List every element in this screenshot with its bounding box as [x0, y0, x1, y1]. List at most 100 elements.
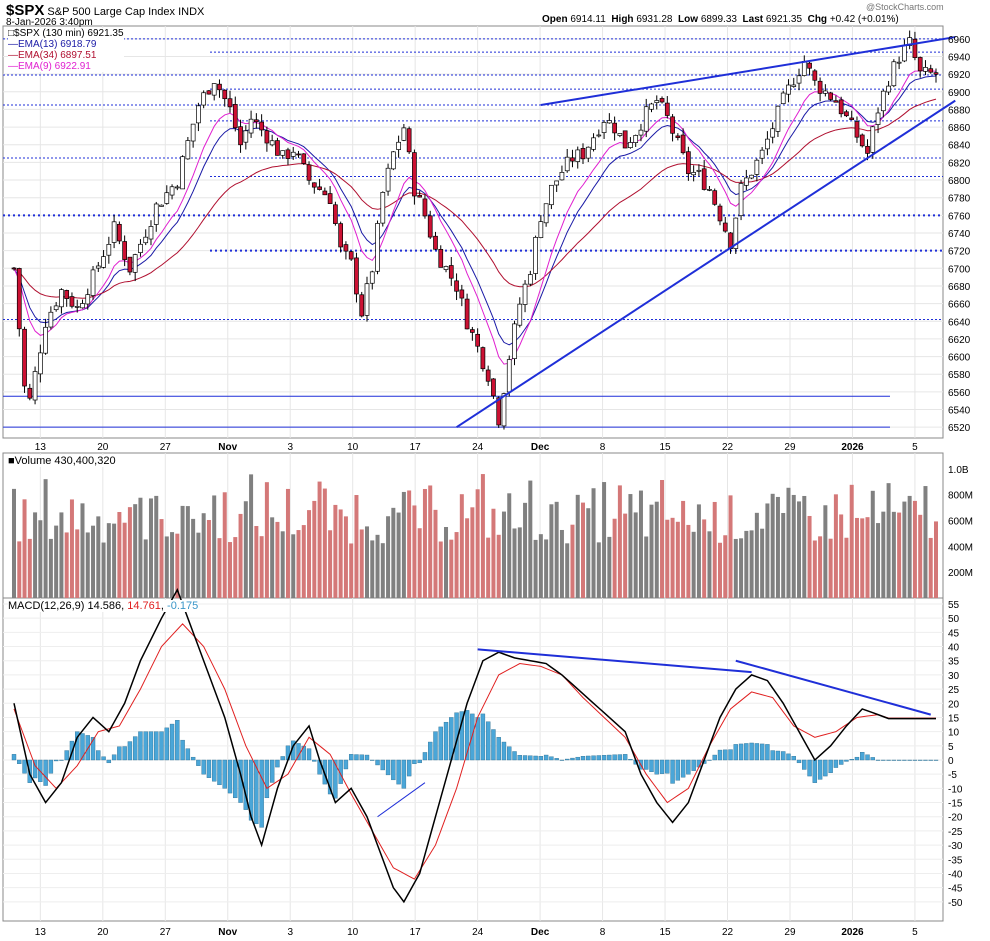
x-tick-label-bottom: 8: [600, 927, 606, 938]
candle-body: [886, 85, 891, 93]
histogram-bar: [154, 731, 159, 761]
candle-body: [280, 150, 286, 156]
volume-bar: [828, 538, 833, 598]
candle-body: [480, 347, 486, 370]
legend-ema9: —EMA(9) 6922.91: [8, 61, 91, 72]
candle-body: [74, 306, 80, 308]
volume-bar: [486, 537, 491, 598]
histogram-bar: [127, 741, 133, 761]
histogram-bar: [854, 756, 860, 761]
candle-body: [185, 140, 191, 160]
x-tick-label-bottom: 2026: [841, 927, 864, 938]
volume-bar: [233, 537, 238, 598]
histogram-bar: [106, 759, 112, 764]
histogram-bar: [649, 759, 654, 773]
candle-body: [770, 128, 776, 138]
macd-tick-label: -25: [948, 827, 963, 838]
macd-divergence-line: [377, 782, 426, 818]
watermark: @StockCharts.com: [866, 2, 944, 12]
histogram-bar: [644, 759, 649, 770]
volume-bar: [164, 536, 169, 598]
volume-bar: [602, 482, 607, 598]
volume-bar: [386, 516, 391, 598]
histogram-bar: [491, 729, 496, 761]
volume-bar: [117, 512, 122, 598]
macd-legend-value: 14.586: [87, 600, 122, 612]
volume-bar: [333, 504, 338, 598]
volume-bar: [280, 531, 285, 598]
candle-body: [601, 122, 607, 133]
histogram-bar: [844, 759, 849, 762]
histogram-bar: [902, 759, 907, 761]
histogram-bar: [796, 759, 802, 764]
candle-body: [722, 222, 728, 232]
volume-bar: [275, 521, 280, 598]
candle-body: [654, 100, 660, 103]
candle-body: [338, 223, 344, 248]
x-tick-label-bottom: 22: [722, 927, 734, 938]
x-tick-label-bottom: 27: [160, 927, 172, 938]
candle-body: [865, 145, 870, 154]
histogram-bar: [459, 711, 465, 761]
volume-bar: [928, 537, 933, 598]
candle-body: [749, 174, 754, 179]
histogram-bar: [781, 751, 786, 761]
histogram-bar: [470, 713, 475, 761]
candle-body: [570, 157, 575, 162]
volume-bar: [212, 495, 217, 598]
volume-bar: [570, 524, 575, 598]
histogram-bar: [570, 757, 575, 761]
candle-body: [643, 106, 649, 132]
ohlc-readout: Open 6914.11 High 6931.28 Low 6899.33 La…: [542, 14, 899, 25]
volume-bar: [554, 501, 559, 598]
candle-body: [80, 303, 85, 309]
volume-bar: [723, 535, 728, 598]
candle-body: [301, 153, 307, 164]
candle-body: [406, 128, 412, 153]
candle-body: [132, 254, 138, 273]
candle-body: [85, 294, 91, 305]
histogram-bar: [896, 759, 902, 761]
volume-bar: [475, 489, 480, 598]
histogram-bar: [881, 759, 886, 761]
volume-bar: [754, 512, 759, 598]
histogram-bar: [169, 723, 175, 761]
volume-bar: [12, 488, 16, 598]
histogram-bar: [501, 741, 507, 761]
histogram-bar: [11, 754, 17, 761]
histogram-bar: [148, 731, 154, 761]
histogram-bar: [90, 737, 96, 761]
candle-body: [844, 111, 849, 117]
volume-bar: [80, 503, 85, 598]
x-tick-label-bottom: 17: [410, 927, 422, 938]
volume-bar: [707, 531, 712, 598]
x-tick-label: 24: [472, 442, 484, 453]
x-axis-labels: 13 13 20 20 27 27 Nov Nov 3 3 10 10 17 17 24 24 Dec Dec 8 8…: [35, 442, 918, 938]
x-tick-label-bottom: 10: [347, 927, 359, 938]
volume-bar: [565, 543, 570, 598]
histogram-bar: [117, 746, 122, 761]
volume-bar: [923, 486, 928, 598]
volume-bar: [638, 490, 643, 598]
histogram-bar: [907, 759, 912, 761]
candle-body: [180, 156, 185, 190]
candle-body: [933, 72, 939, 75]
volume-bar: [549, 504, 554, 598]
y-axis-labels: 6520 6540 6560 6580 6600 6620 6640 6660 6680 6700…: [948, 35, 973, 909]
volume-bar: [364, 526, 369, 598]
candle-body: [880, 90, 886, 112]
volume-bar: [934, 521, 938, 598]
histogram-bar: [333, 759, 338, 799]
volume-bar: [449, 539, 454, 598]
volume-bar: [791, 494, 796, 598]
histogram-bar: [485, 721, 491, 761]
candle-body: [823, 90, 828, 94]
volume-bar: [127, 507, 132, 598]
histogram-bar: [185, 748, 191, 761]
histogram-bar: [280, 756, 285, 761]
candle-body: [127, 256, 133, 273]
histogram-bar: [723, 749, 728, 761]
histogram-bar: [512, 751, 517, 761]
horizontal-levels: [3, 38, 943, 428]
candle-body: [575, 149, 581, 162]
